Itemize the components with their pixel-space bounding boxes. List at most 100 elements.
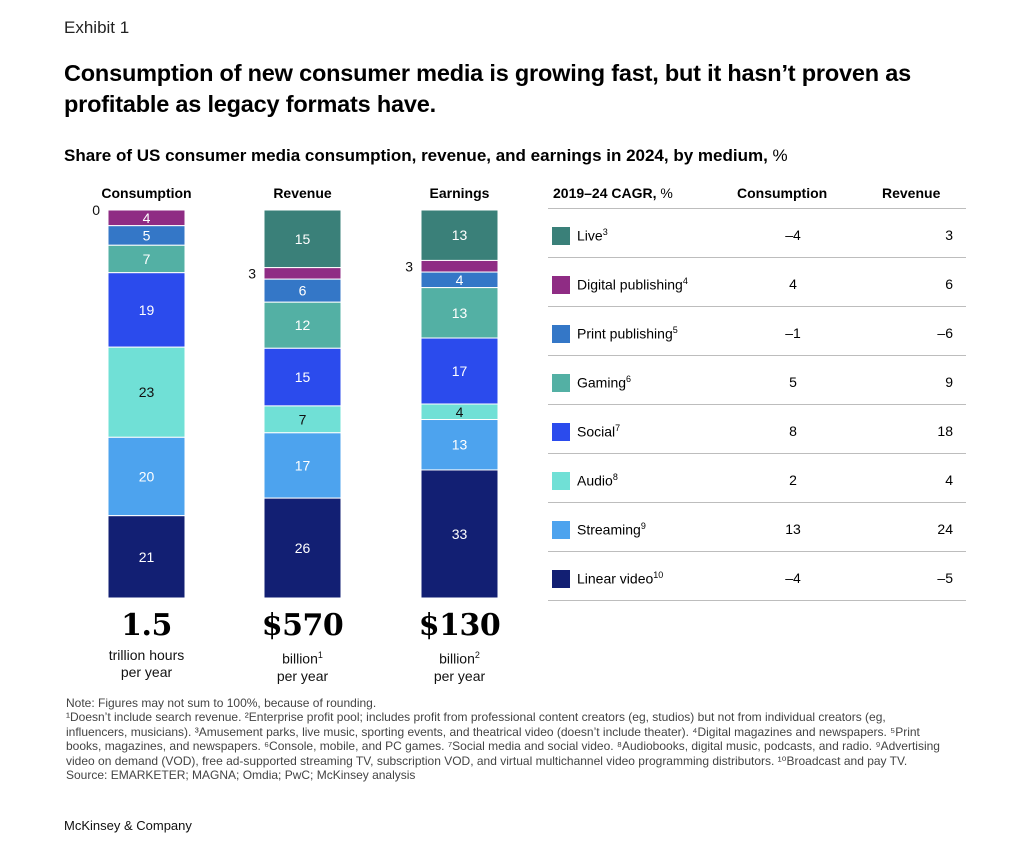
bar-segment-consumption-linear-video	[107, 515, 186, 599]
legend-row-print-publishing: Print publishing5 –1 –6	[548, 307, 966, 356]
legend-swatch	[552, 325, 570, 343]
data-label-consumption-streaming: 20	[139, 469, 155, 485]
cagr-consumption: 5	[789, 374, 797, 390]
bar-segment-consumption-gaming	[107, 244, 186, 274]
data-label-revenue-linear-video: 26	[295, 540, 311, 556]
total-unit-revenue: billion1 per year	[224, 647, 381, 685]
total-value-revenue: $570	[261, 608, 344, 643]
note-rounding: Note: Figures may not sum to 100%, becau…	[66, 696, 377, 710]
data-label-consumption-social: 19	[139, 302, 155, 318]
exhibit-label: Exhibit 1	[64, 18, 130, 37]
legend-label-text: Social	[577, 423, 616, 440]
data-label-earnings-digital-publishing: 3	[405, 258, 413, 274]
total-unit-line1: trillion hours	[108, 647, 185, 663]
legend-label: Print publishing5	[577, 325, 678, 342]
cagr-consumption: 8	[789, 423, 797, 439]
data-label-revenue-gaming: 12	[295, 317, 311, 333]
total-unit-line1: billion	[282, 650, 318, 667]
bar-segment-revenue-social	[263, 347, 342, 407]
legend-label-text: Gaming	[577, 374, 627, 391]
data-label-earnings-social: 17	[452, 363, 468, 379]
legend-swatch	[552, 570, 570, 588]
footnote-marker: 2	[474, 650, 480, 660]
bar-segment-earnings-streaming	[420, 419, 499, 471]
data-label-revenue-live: 15	[295, 231, 311, 247]
data-label-revenue-audio: 7	[299, 411, 307, 427]
legend-row-streaming: Streaming9 13 24	[548, 503, 966, 552]
bar-segment-revenue-digital-publishing	[263, 267, 342, 280]
footnote-marker: 9	[640, 521, 646, 531]
total-unit-line2: per year	[120, 664, 173, 680]
bar-segment-consumption-streaming	[107, 436, 186, 517]
bar-segment-earnings-digital-publishing	[420, 259, 499, 273]
data-label-earnings-live: 13	[452, 227, 468, 243]
legend-label-text: Print publishing	[577, 325, 673, 342]
legend-label: Audio8	[577, 472, 618, 489]
data-label-revenue-print-publishing: 6	[299, 283, 307, 299]
data-label-earnings-gaming: 13	[452, 305, 468, 321]
footnote-marker: 10	[653, 570, 664, 580]
total-unit-consumption: trillion hours per year	[68, 647, 225, 681]
footnote-marker: 5	[672, 325, 678, 335]
footnote-marker: 6	[626, 374, 632, 384]
total-unit-earnings: billion2 per year	[381, 647, 538, 685]
bar-segment-revenue-streaming	[263, 432, 342, 499]
data-label-earnings-print-publishing: 4	[456, 272, 464, 288]
data-label-consumption-digital-publishing: 4	[143, 210, 151, 226]
data-label-earnings-streaming: 13	[452, 437, 468, 453]
legend-label-text: Audio	[577, 472, 613, 489]
footnote-marker: 1	[317, 650, 323, 660]
data-label-earnings-linear-video: 33	[452, 526, 468, 542]
total-unit-line2: per year	[276, 667, 329, 684]
data-label-consumption-linear-video: 21	[139, 549, 155, 565]
legend-header: 2019–24 CAGR, %	[553, 185, 673, 201]
data-label-consumption-gaming: 7	[143, 251, 151, 267]
data-label-revenue-social: 15	[295, 369, 311, 385]
cagr-revenue: 9	[945, 374, 953, 390]
cagr-consumption: –4	[785, 570, 801, 586]
legend-swatch	[552, 472, 570, 490]
subtitle-text: Share of US consumer media consumption, …	[64, 146, 768, 165]
legend-label-text: Live	[577, 227, 603, 244]
legend-row-social: Social7 8 18	[548, 405, 966, 454]
legend-label-text: Linear video	[577, 570, 654, 587]
legend-swatch	[552, 374, 570, 392]
column-header-earnings: Earnings	[429, 185, 490, 201]
bar-segment-earnings-gaming	[420, 287, 499, 339]
data-label-revenue-digital-publishing: 3	[248, 265, 256, 281]
bar-segment-revenue-linear-video	[263, 497, 342, 599]
notes: Note: Figures may not sum to 100%, becau…	[66, 696, 946, 782]
legend-row-audio: Audio8 2 4	[548, 454, 966, 503]
legend-label: Live3	[577, 227, 608, 244]
legend-label: Gaming6	[577, 374, 631, 391]
legend-label: Digital publishing4	[577, 276, 688, 293]
cagr-consumption: –1	[785, 325, 801, 341]
data-label-consumption-audio: 23	[139, 384, 155, 400]
bar-segment-consumption-social	[107, 272, 186, 348]
footnote-marker: 4	[682, 276, 688, 286]
footnotes: ¹Doesn’t include search revenue. ²Enterp…	[66, 710, 940, 768]
legend-label: Streaming9	[577, 521, 646, 538]
bar-segment-revenue-live	[263, 209, 342, 269]
total-unit-line2: per year	[433, 667, 486, 684]
legend-row-live: Live3 –4 3	[548, 209, 966, 258]
legend-col-consumption-text: Consumption	[737, 185, 828, 201]
legend-row-gaming: Gaming6 5 9	[548, 356, 966, 405]
cagr-consumption: 4	[789, 276, 797, 292]
total-value-earnings: $130	[418, 608, 501, 643]
cagr-revenue: 4	[945, 472, 953, 488]
cagr-revenue: –5	[937, 570, 953, 586]
cagr-revenue: 18	[937, 423, 953, 439]
subtitle-unit: %	[767, 146, 788, 165]
legend-row-digital-publishing: Digital publishing4 4 6	[548, 258, 966, 307]
total-value-consumption: 1.5	[121, 608, 172, 643]
bar-segment-revenue-audio	[263, 405, 342, 434]
legend-row-linear-video: Linear video10 –4 –5	[548, 552, 966, 601]
legend-label-text: Digital publishing	[577, 276, 683, 293]
cagr-revenue: 24	[937, 521, 953, 537]
cagr-revenue: 6	[945, 276, 953, 292]
footnote-marker: 8	[612, 472, 618, 482]
total-unit-line1: billion	[439, 650, 475, 667]
chart-subtitle: Share of US consumer media consumption, …	[64, 146, 788, 166]
